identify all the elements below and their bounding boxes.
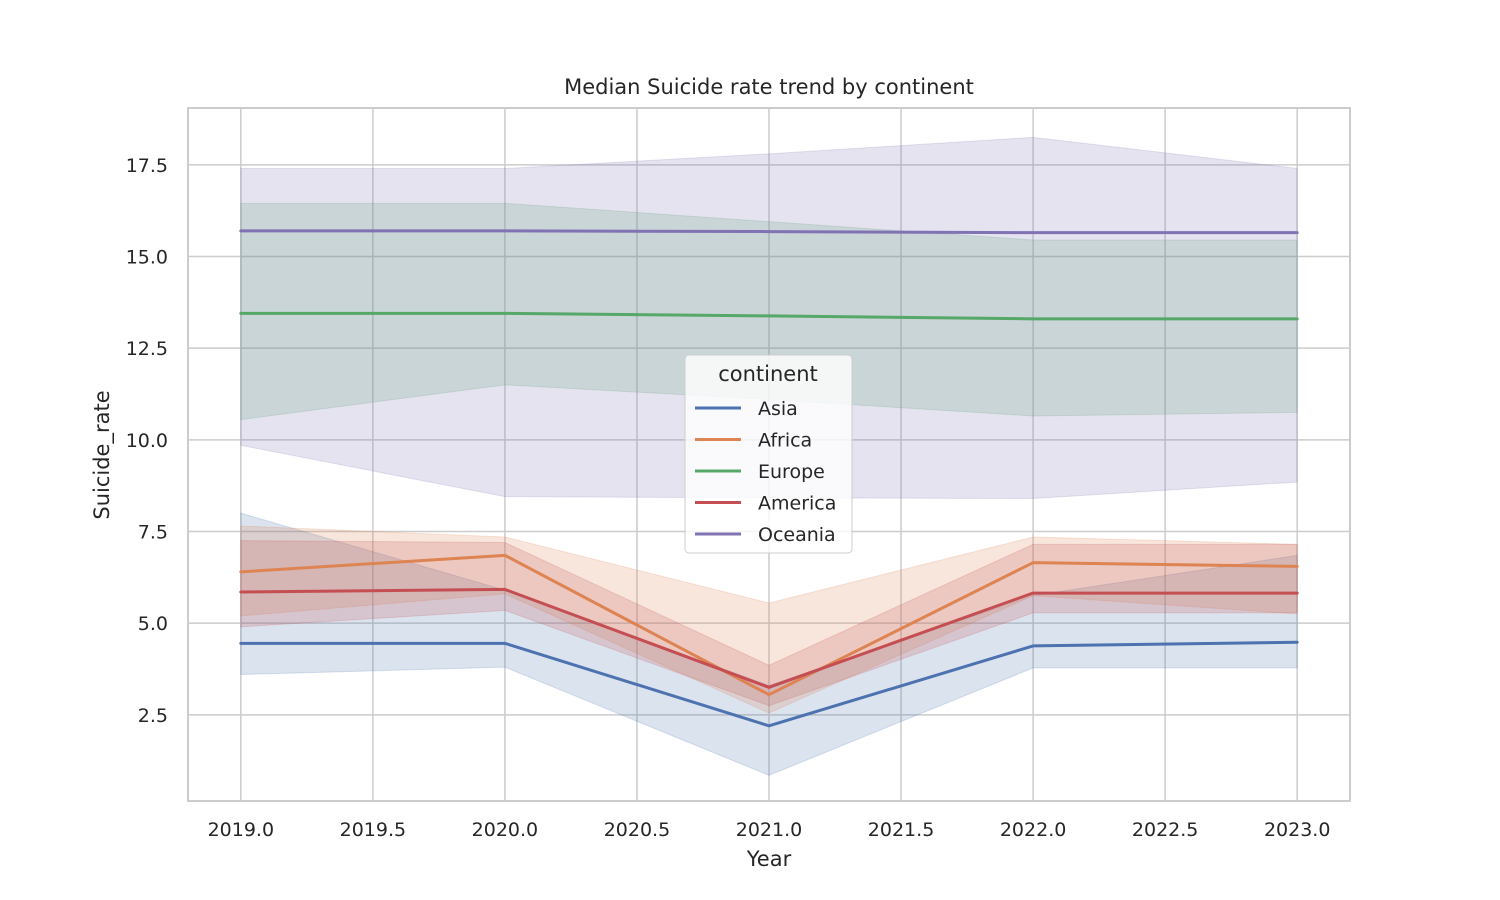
series-lines bbox=[239, 229, 1299, 728]
legend-title: continent bbox=[718, 362, 818, 386]
series-line-america bbox=[239, 587, 1299, 689]
y-axis-title: Suicide_rate bbox=[90, 390, 115, 519]
legend-items: Asia Africa Europe America Oceania bbox=[695, 398, 836, 546]
y-tick-label: 17.5 bbox=[126, 155, 168, 177]
legend: continent Asia Africa Europe America Oceania bbox=[684, 354, 853, 554]
x-tick-label: 2022.5 bbox=[1132, 819, 1198, 841]
legend-label: America bbox=[758, 493, 836, 515]
series-line-oceania bbox=[239, 229, 1299, 235]
ci-band-america bbox=[240, 540, 1298, 707]
y-tick-label: 15.0 bbox=[126, 247, 168, 269]
legend-item-europe: Europe bbox=[695, 461, 825, 483]
y-tick-label: 7.5 bbox=[138, 522, 168, 544]
y-tick-label: 2.5 bbox=[138, 705, 168, 727]
x-tick-label: 2020.5 bbox=[604, 819, 670, 841]
legend-item-asia: Asia bbox=[695, 398, 798, 420]
series-line-africa bbox=[239, 553, 1299, 697]
x-tick-label: 2020.0 bbox=[472, 819, 538, 841]
x-tick-label: 2023.0 bbox=[1264, 819, 1330, 841]
x-tick-label: 2022.0 bbox=[1000, 819, 1066, 841]
legend-item-africa: Africa bbox=[695, 430, 812, 452]
legend-item-america: America bbox=[695, 493, 836, 515]
series-line-asia bbox=[239, 640, 1299, 728]
tick-labels: 2019.0 2019.5 2020.0 2020.5 2021.0 2021.5 2022… bbox=[126, 155, 1331, 841]
confidence-bands bbox=[240, 136, 1298, 776]
y-tick-label: 10.0 bbox=[126, 430, 168, 452]
chart-title: Median Suicide rate trend by continent bbox=[564, 75, 974, 99]
legend-label: Europe bbox=[758, 461, 825, 483]
grid-layer bbox=[188, 108, 1350, 801]
series-line-europe bbox=[239, 311, 1299, 321]
x-tick-label: 2021.0 bbox=[736, 819, 802, 841]
x-tick-label: 2019.5 bbox=[340, 819, 406, 841]
ci-band-oceania bbox=[240, 136, 1298, 500]
x-tick-label: 2021.5 bbox=[868, 819, 934, 841]
ci-band-europe bbox=[240, 202, 1298, 421]
legend-label: Africa bbox=[758, 430, 812, 452]
x-axis-title: Year bbox=[746, 847, 792, 871]
x-tick-label: 2019.0 bbox=[208, 819, 274, 841]
y-tick-label: 5.0 bbox=[138, 613, 168, 635]
legend-label: Oceania bbox=[758, 524, 836, 546]
ci-band-africa bbox=[240, 525, 1298, 714]
legend-label: Asia bbox=[758, 398, 798, 420]
legend-item-oceania: Oceania bbox=[695, 524, 836, 546]
y-tick-label: 12.5 bbox=[126, 338, 168, 360]
plot-frame bbox=[187, 107, 1351, 802]
